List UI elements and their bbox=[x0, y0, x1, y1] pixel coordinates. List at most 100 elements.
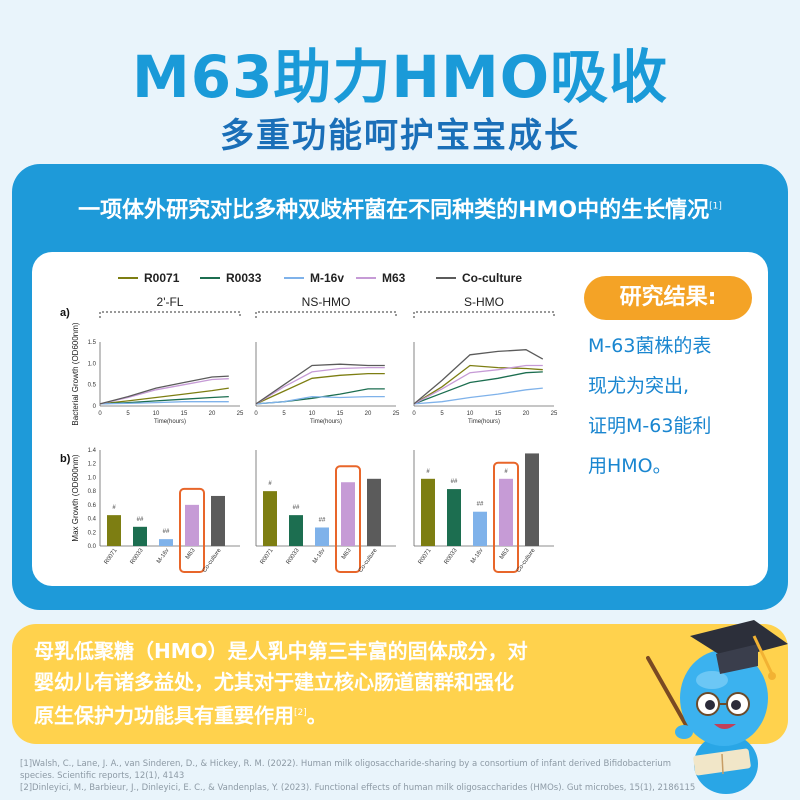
x-tick-label: 25 bbox=[551, 411, 558, 417]
reference-line: [2]Dinleyici, M., Barbieur, J., Dinleyic… bbox=[20, 783, 696, 793]
significance-mark: ## bbox=[477, 502, 484, 508]
x-tick-label: 0 bbox=[254, 411, 258, 417]
x-tick-label: 5 bbox=[440, 411, 444, 417]
info-text: 母乳低聚糖（HMO）是人乳中第三丰富的固体成分，对 婴幼儿有诸多益处，尤其对于建… bbox=[34, 636, 654, 732]
page-subtitle: 多重功能呵护宝宝成长 bbox=[220, 116, 580, 156]
significance-mark: # bbox=[112, 505, 116, 511]
series-line bbox=[99, 387, 229, 405]
info-line: 原生保护力功能具有重要作用 bbox=[34, 703, 294, 728]
significance-mark: ## bbox=[293, 505, 300, 511]
x-tick-label: R0071 bbox=[104, 547, 119, 565]
significance-mark: # bbox=[504, 469, 508, 475]
significance-mark: ## bbox=[451, 479, 458, 485]
series-line bbox=[413, 371, 543, 405]
y-tick-label: 0.5 bbox=[88, 383, 97, 389]
y-tick-label: 0 bbox=[93, 404, 97, 410]
info-end: 。 bbox=[306, 703, 327, 728]
y-tick-label: 0.2 bbox=[88, 530, 97, 536]
group-bracket bbox=[99, 311, 241, 318]
x-tick-label: 15 bbox=[337, 411, 344, 417]
info-line: 母乳低聚糖（HMO）是人乳中第三丰富的固体成分，对 bbox=[34, 639, 528, 663]
x-tick-label: 0 bbox=[412, 411, 416, 417]
x-tick-label: R0033 bbox=[444, 547, 459, 565]
series-line bbox=[255, 395, 385, 405]
panel-label: a) bbox=[60, 307, 70, 319]
series-line bbox=[255, 366, 385, 405]
result-line: 用HMO。 bbox=[588, 455, 672, 477]
x-axis-label: Time(hours) bbox=[468, 419, 500, 425]
mascot-illustration bbox=[646, 620, 788, 794]
study-heading-ref: [1] bbox=[709, 201, 722, 212]
bar bbox=[525, 453, 539, 546]
x-tick-label: R0033 bbox=[286, 547, 301, 565]
significance-mark: # bbox=[268, 481, 272, 487]
x-tick-label: 10 bbox=[153, 411, 160, 417]
result-badge: 研究结果: bbox=[584, 276, 752, 320]
x-tick-label: 20 bbox=[523, 411, 530, 417]
x-tick-label: M-16v bbox=[312, 548, 326, 565]
x-axis-label: Time(hours) bbox=[310, 419, 342, 425]
significance-mark: # bbox=[426, 469, 430, 475]
bar bbox=[499, 478, 513, 546]
y-tick-label: 1.0 bbox=[88, 361, 97, 367]
y-tick-label: 1.0 bbox=[88, 475, 97, 481]
legend-label: R0071 bbox=[144, 271, 180, 285]
series-line bbox=[413, 387, 543, 405]
info-line-last: 原生保护力功能具有重要作用[2]。 bbox=[34, 698, 654, 732]
bar bbox=[447, 489, 461, 546]
x-axis-label: Time(hours) bbox=[154, 419, 186, 425]
highlight-box bbox=[179, 487, 205, 574]
x-tick-label: 10 bbox=[467, 411, 474, 417]
x-tick-label: R0071 bbox=[418, 547, 433, 565]
bar bbox=[421, 478, 435, 546]
reference-line: species. Scientific reports, 12(1), 4143 bbox=[20, 771, 185, 781]
legend-label: Co-culture bbox=[462, 271, 522, 285]
legend-label: R0033 bbox=[226, 271, 262, 285]
y-tick-label: 1.4 bbox=[88, 448, 97, 454]
result-line: 证明M-63能利 bbox=[588, 415, 712, 437]
x-tick-label: M63 bbox=[185, 547, 197, 561]
series-line bbox=[99, 401, 229, 405]
x-tick-label: 5 bbox=[126, 411, 130, 417]
legend-label: M-16v bbox=[310, 271, 344, 285]
y-tick-label: 0.6 bbox=[88, 503, 97, 509]
x-tick-label: M-16v bbox=[156, 548, 170, 565]
series-line bbox=[413, 364, 543, 405]
x-tick-label: 20 bbox=[365, 411, 372, 417]
info-card bbox=[12, 624, 788, 744]
x-tick-label: 20 bbox=[209, 411, 216, 417]
highlight-box bbox=[493, 461, 519, 573]
x-tick-label: 25 bbox=[237, 411, 244, 417]
references: [1]Walsh, C., Lane, J. A., van Sinderen,… bbox=[20, 758, 710, 794]
x-tick-label: Co-culture bbox=[358, 547, 379, 574]
series-line bbox=[255, 363, 385, 405]
bar bbox=[107, 515, 121, 546]
x-tick-label: R0071 bbox=[260, 547, 275, 565]
series-line bbox=[413, 364, 543, 405]
y-axis-label: Bacterial Growth (OD600nm) bbox=[71, 322, 80, 425]
significance-mark: ## bbox=[319, 517, 326, 523]
study-heading: 一项体外研究对比多种双歧杆菌在不同种类的HMO中的生长情况[1] bbox=[12, 192, 788, 224]
series-line bbox=[99, 375, 229, 405]
bar bbox=[367, 478, 381, 546]
bar bbox=[263, 491, 277, 546]
x-tick-label: 15 bbox=[495, 411, 502, 417]
x-tick-label: M-16v bbox=[470, 548, 484, 565]
result-line: 现尤为突出, bbox=[588, 375, 690, 397]
y-tick-label: 1.2 bbox=[88, 462, 97, 468]
x-tick-label: 15 bbox=[181, 411, 188, 417]
bar bbox=[185, 504, 199, 546]
x-tick-label: Co-culture bbox=[202, 547, 223, 574]
group-bracket bbox=[413, 311, 555, 318]
study-heading-text: 一项体外研究对比多种双歧杆菌在不同种类的HMO中的生长情况 bbox=[78, 198, 710, 223]
group-bracket bbox=[255, 311, 397, 318]
bar bbox=[473, 511, 487, 546]
bar bbox=[211, 495, 225, 546]
x-tick-label: 5 bbox=[282, 411, 286, 417]
series-line bbox=[99, 378, 229, 405]
group-name: 2'-FL bbox=[157, 295, 184, 309]
series-line bbox=[255, 372, 385, 405]
series-line bbox=[413, 349, 544, 405]
reference-line: [1]Walsh, C., Lane, J. A., van Sinderen,… bbox=[20, 759, 672, 769]
bar bbox=[133, 526, 147, 546]
